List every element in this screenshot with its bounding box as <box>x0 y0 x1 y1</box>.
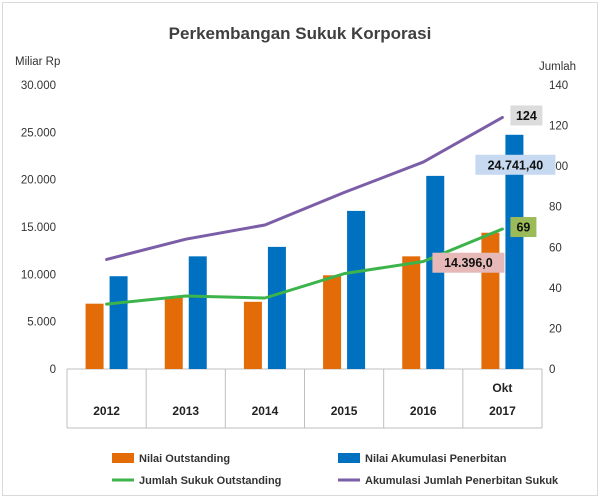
right-tick-label: 60 <box>549 242 562 254</box>
bar-nilai-akumulasi-penerbitan <box>347 210 366 369</box>
bar-nilai-outstanding <box>323 275 342 369</box>
bar-nilai-akumulasi-penerbitan <box>267 246 286 369</box>
data-callout-label: 24.741,40 <box>488 158 544 172</box>
bar-nilai-akumulasi-penerbitan <box>505 134 524 369</box>
bar-nilai-akumulasi-penerbitan <box>188 256 207 369</box>
category-label: 2016 <box>410 404 437 418</box>
category-label: 2012 <box>93 404 120 418</box>
legend-label: Akumulasi Jumlah Penerbitan Sukuk <box>365 475 559 487</box>
data-callout-box <box>510 105 543 126</box>
left-tick-label: 30.000 <box>21 80 56 92</box>
left-axis-label: Miliar Rp <box>15 56 60 68</box>
chart-canvas: Perkembangan Sukuk Korporasi Miliar Rp Jum… <box>15 24 576 487</box>
right-tick-label: 0 <box>549 364 555 376</box>
bar-nilai-akumulasi-penerbitan <box>109 276 128 369</box>
right-tick-label: 120 <box>549 121 568 133</box>
chart-title: Perkembangan Sukuk Korporasi <box>169 24 432 43</box>
bar-nilai-outstanding <box>243 301 262 369</box>
left-tick-label: 5.000 <box>27 317 56 329</box>
data-callout-label: 14.396,0 <box>444 256 493 270</box>
left-tick-label: 20.000 <box>21 175 56 187</box>
right-tick-label: 140 <box>549 80 568 92</box>
category-label: 2017 <box>489 404 516 418</box>
data-callout-label: 124 <box>516 109 537 123</box>
legend-swatch <box>112 453 134 463</box>
legend-label: Jumlah Sukuk Outstanding <box>139 475 281 487</box>
bar-nilai-outstanding <box>164 297 183 369</box>
right-tick-label: 40 <box>549 283 562 295</box>
left-tick-label: 10.000 <box>21 269 56 281</box>
category-sublabel: Okt <box>492 381 512 395</box>
data-callout-box <box>510 217 537 238</box>
right-tick-label: 20 <box>549 323 562 335</box>
left-tick-label: 25.000 <box>21 127 56 139</box>
right-tick-label: 80 <box>549 202 562 214</box>
legend-swatch <box>338 453 360 463</box>
left-tick-label: 0 <box>50 364 56 376</box>
legend-label: Nilai Outstanding <box>139 453 230 465</box>
data-callout-box <box>432 252 505 273</box>
right-axis-label: Jumlah <box>539 61 576 73</box>
bar-nilai-outstanding <box>402 256 421 369</box>
bar-nilai-outstanding <box>85 303 104 369</box>
legend-label: Nilai Akumulasi Penerbitan <box>365 453 507 465</box>
category-label: 2013 <box>172 404 199 418</box>
left-tick-label: 15.000 <box>21 222 56 234</box>
category-label: 2015 <box>331 404 358 418</box>
data-callout-box <box>475 154 556 175</box>
category-label: 2014 <box>252 404 279 418</box>
data-callout-label: 69 <box>516 221 530 235</box>
line-akumulasi-jumlah-penerbitan-sukuk <box>105 115 504 261</box>
